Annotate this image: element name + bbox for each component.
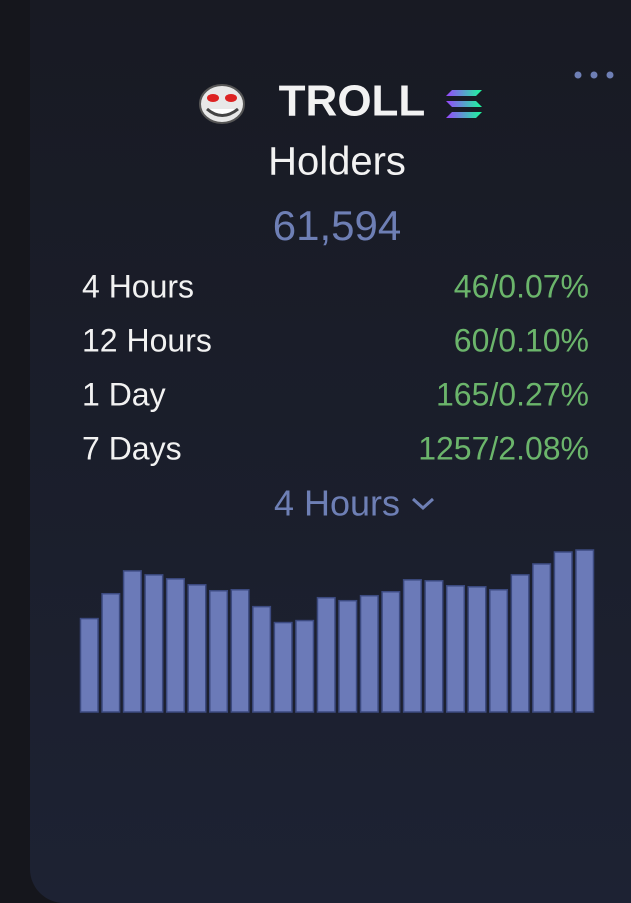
token-name: TROLL <box>279 77 426 126</box>
bar <box>575 549 595 713</box>
stat-period: 12 Hours <box>82 322 212 358</box>
bar <box>553 551 573 713</box>
stat-value: 1257/2.08% <box>418 430 589 466</box>
stat-period: 4 Hours <box>82 268 194 304</box>
stat-value: 60/0.10% <box>454 322 589 358</box>
card <box>30 0 631 903</box>
bar <box>165 578 185 713</box>
metric-total: 61,594 <box>273 202 401 249</box>
bar <box>445 585 466 713</box>
bar <box>144 574 164 713</box>
bar <box>79 617 99 713</box>
bar <box>101 592 121 713</box>
bar <box>209 589 229 713</box>
metric-label: Holders <box>268 140 406 184</box>
bar <box>532 563 552 713</box>
stat-period: 1 Day <box>82 376 166 412</box>
bar <box>402 579 422 713</box>
dot <box>590 71 598 79</box>
bar <box>338 599 358 713</box>
chain-icon <box>446 90 482 118</box>
bar <box>467 586 487 713</box>
dot <box>606 71 614 79</box>
bar <box>359 594 379 713</box>
bar <box>510 574 530 713</box>
dropdown-arrow[interactable] <box>411 497 435 511</box>
bar <box>252 605 272 713</box>
stat-value: 165/0.27% <box>436 376 589 412</box>
bar <box>273 621 293 713</box>
bar <box>295 619 315 713</box>
bar <box>122 570 142 713</box>
stat-value: 46/0.07% <box>454 268 589 304</box>
bar <box>316 596 336 713</box>
stat-period: 7 Days <box>82 430 182 466</box>
period-dropdown[interactable]: 4 Hours <box>274 483 400 524</box>
more-menu[interactable] <box>574 71 614 79</box>
token-icon <box>199 84 245 124</box>
bar <box>187 584 207 713</box>
bar <box>489 588 509 713</box>
dot <box>574 71 582 79</box>
bar <box>381 590 401 713</box>
bar <box>424 580 444 713</box>
bar <box>230 588 250 713</box>
